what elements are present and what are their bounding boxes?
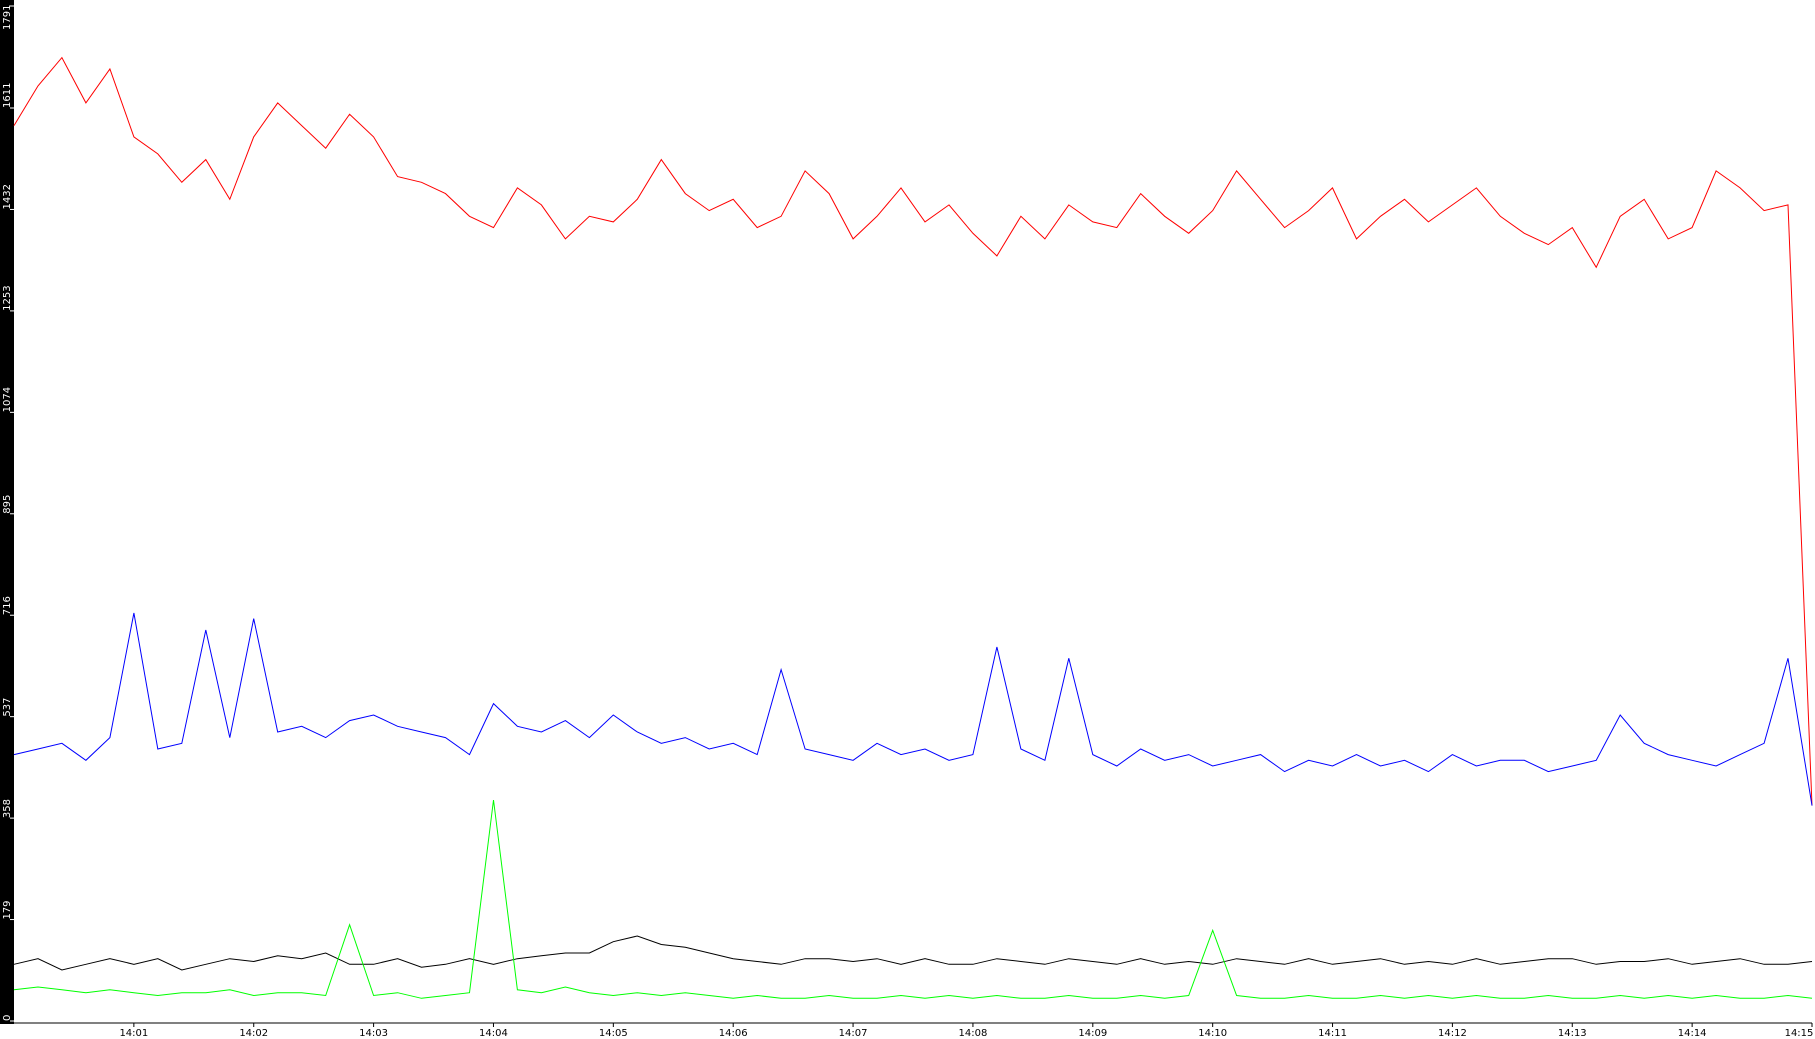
x-tick-label: 14:12 — [1438, 1028, 1467, 1039]
x-tick-label: 14:13 — [1558, 1028, 1587, 1039]
y-tick-label: 1432 — [2, 184, 13, 209]
x-tick-label: 14:04 — [479, 1028, 508, 1039]
x-tick-label: 14:08 — [959, 1028, 988, 1039]
series-line — [13, 799, 1813, 999]
y-tick-label: 895 — [2, 495, 13, 514]
y-tick-label: 1791 — [2, 5, 13, 30]
x-tick-label: 14:10 — [1198, 1028, 1227, 1039]
y-tick-label: 1611 — [2, 83, 13, 108]
x-tick-label: 14:14 — [1678, 1028, 1707, 1039]
y-tick-label: 1253 — [2, 285, 13, 310]
x-tick-label: 14:02 — [239, 1028, 268, 1039]
x-tick-label: 14:09 — [1078, 1028, 1107, 1039]
x-tick-label: 14:01 — [119, 1028, 148, 1039]
y-tick-label: 537 — [2, 698, 13, 717]
x-tick-label: 14:06 — [719, 1028, 748, 1039]
y-tick-label: 716 — [2, 596, 13, 615]
series-line — [13, 935, 1813, 971]
y-tick-label: 0 — [2, 1015, 13, 1021]
y-tick-label: 1074 — [2, 387, 13, 412]
x-tick-label: 14:03 — [359, 1028, 388, 1039]
x-tick-label: 14:15 — [1785, 1028, 1814, 1039]
y-axis-strip — [0, 0, 14, 1024]
series-line — [13, 612, 1813, 806]
series-line — [13, 56, 1813, 806]
y-tick-label: 358 — [2, 799, 13, 818]
x-tick-label: 14:11 — [1318, 1028, 1347, 1039]
x-tick-label: 14:05 — [599, 1028, 628, 1039]
x-tick-label: 14:07 — [839, 1028, 868, 1039]
y-tick-label: 179 — [2, 900, 13, 919]
